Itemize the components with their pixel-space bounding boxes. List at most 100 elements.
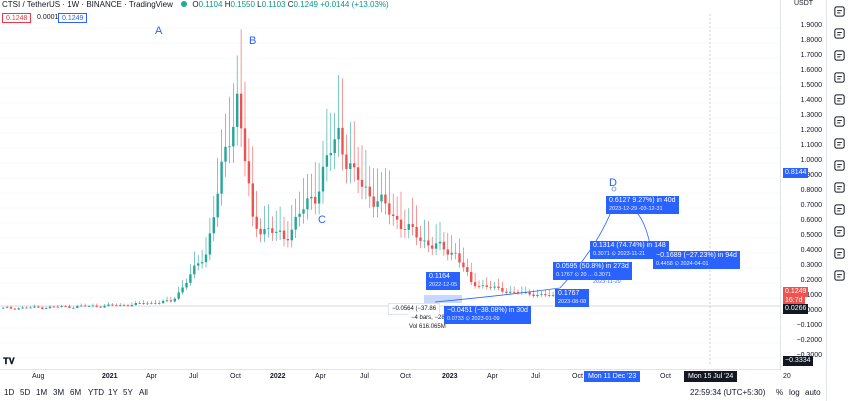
- candle-body: [37, 306, 40, 308]
- candle-body: [493, 286, 496, 288]
- calendar-icon[interactable]: [827, 44, 850, 66]
- candle-body: [446, 249, 449, 255]
- candle-body: [458, 253, 461, 263]
- price-tick: 1.7000: [800, 52, 822, 59]
- candle-body: [44, 308, 48, 309]
- log-toggle[interactable]: log: [789, 388, 800, 397]
- tv-logo-icon: 𝐓𝐕: [3, 356, 16, 366]
- wave-d-marker: [611, 186, 617, 192]
- wave-label-d: D: [609, 177, 617, 189]
- candle-body: [368, 186, 371, 197]
- time-tick: Apr: [487, 373, 498, 380]
- range-button-ytd[interactable]: YTD: [88, 388, 104, 397]
- clock[interactable]: 22:59:34 (UTC+5:30): [690, 388, 766, 397]
- range-button-1d[interactable]: 1D: [4, 388, 15, 397]
- lightbulb-icon[interactable]: [827, 176, 850, 198]
- candle-body: [333, 139, 336, 154]
- candle-body: [298, 213, 301, 217]
- buy-button[interactable]: 0.1249: [58, 13, 88, 23]
- stream-icon[interactable]: [827, 198, 850, 220]
- candle-body: [360, 179, 364, 187]
- help-icon[interactable]: [827, 264, 850, 286]
- candle-body: [403, 229, 407, 230]
- candle-body: [5, 307, 9, 308]
- range-button-all[interactable]: All: [139, 388, 148, 397]
- candle-body: [72, 307, 75, 309]
- candle-body: [376, 201, 379, 207]
- candle-body: [395, 215, 399, 220]
- signal-icon[interactable]: [827, 220, 850, 242]
- time-tick: 2023: [442, 373, 458, 380]
- bell-icon[interactable]: [827, 242, 850, 264]
- symbol-title[interactable]: CTSI / TetherUS · 1W · BINANCE · Trading…: [2, 0, 173, 9]
- candle-body: [341, 127, 344, 155]
- candle-body: [9, 307, 13, 309]
- price-chart[interactable]: A B C D 𝐓𝐕: [0, 14, 780, 366]
- measure-label: −0.1689 (−27.23%) in 94d 0.4458 ⊙ 2024-04…: [653, 251, 740, 269]
- candle-body: [80, 305, 83, 307]
- price-tick: 0.7000: [800, 202, 822, 209]
- time-axis[interactable]: Aug 2021 Apr Jul Oct 2022 Apr Jul Oct 2023 Apr Jul O…: [0, 369, 791, 383]
- price-tick: −0.3000: [797, 352, 823, 359]
- candle-body: [142, 303, 145, 304]
- layers-icon[interactable]: [827, 154, 850, 176]
- range-button-5y[interactable]: 5Y: [123, 388, 133, 397]
- candle-body: [302, 209, 305, 214]
- price-tick: 0.4000: [800, 247, 822, 254]
- candle-body: [310, 196, 313, 199]
- candle-body: [13, 308, 17, 310]
- candle-body: [193, 265, 196, 275]
- candle-body: [470, 271, 473, 283]
- auto-toggle[interactable]: auto: [805, 388, 821, 397]
- candle-body: [60, 306, 63, 308]
- time-tick: Apr: [315, 373, 326, 380]
- candle-body: [119, 305, 122, 307]
- time-tick: Jul: [189, 373, 198, 380]
- candle-body: [427, 240, 430, 246]
- candle-body: [505, 291, 508, 293]
- price-tick: 0.1000: [800, 292, 822, 299]
- measure-label: −0.0451 (−38.08%) in 30d 0.0733 ⊙ 2023-01…: [444, 306, 531, 324]
- candle-body: [251, 183, 254, 217]
- calculator-icon[interactable]: [827, 132, 850, 154]
- ideas-icon[interactable]: [827, 110, 850, 132]
- price-axis[interactable]: USDT 1.9000 1.8000 1.7000 1.6000 1.5000 1.400…: [780, 0, 824, 371]
- candle-body: [150, 302, 153, 304]
- range-button-3m[interactable]: 3M: [53, 388, 65, 397]
- time-tick: 20: [783, 373, 791, 380]
- candle-body: [392, 214, 395, 216]
- bottom-toolbar: 1D 5D 1M 3M 6M YTD 1Y 5Y All 22:59:34 (UTC+5:30)…: [0, 385, 826, 401]
- candle-body: [516, 291, 520, 293]
- candle-body: [87, 306, 91, 307]
- candle-body: [473, 282, 477, 287]
- percent-toggle[interactable]: %: [776, 388, 784, 397]
- range-button-1y[interactable]: 1Y: [108, 388, 118, 397]
- price-tick: 0.8000: [800, 187, 822, 194]
- candle-body: [169, 300, 173, 302]
- price-tick: 0.9000: [800, 172, 822, 179]
- range-button-1m[interactable]: 1M: [36, 388, 48, 397]
- alerts-icon[interactable]: [827, 22, 850, 44]
- candle-body: [399, 219, 403, 230]
- candle-body: [497, 286, 500, 288]
- watchlist-icon[interactable]: [827, 0, 850, 22]
- candle-body: [165, 300, 169, 302]
- range-button-5d[interactable]: 5D: [20, 388, 31, 397]
- candle-body: [509, 291, 512, 293]
- candle-body: [407, 224, 410, 230]
- sell-button[interactable]: 0.1248: [2, 13, 32, 23]
- candle-body: [466, 267, 469, 272]
- market-status-icon: [181, 1, 188, 7]
- candle-body: [349, 163, 352, 170]
- candlestick-series: [2, 29, 586, 310]
- time-tick: Apr: [146, 373, 157, 380]
- news-icon[interactable]: [827, 88, 850, 110]
- candle-body: [356, 167, 360, 180]
- range-button-6m[interactable]: 6M: [70, 388, 82, 397]
- time-tick: Oct: [230, 373, 241, 380]
- candle-body: [255, 216, 258, 229]
- candle-body: [177, 292, 180, 299]
- candle-body: [17, 308, 20, 310]
- chat-icon[interactable]: [827, 66, 850, 88]
- candle-body: [485, 285, 488, 287]
